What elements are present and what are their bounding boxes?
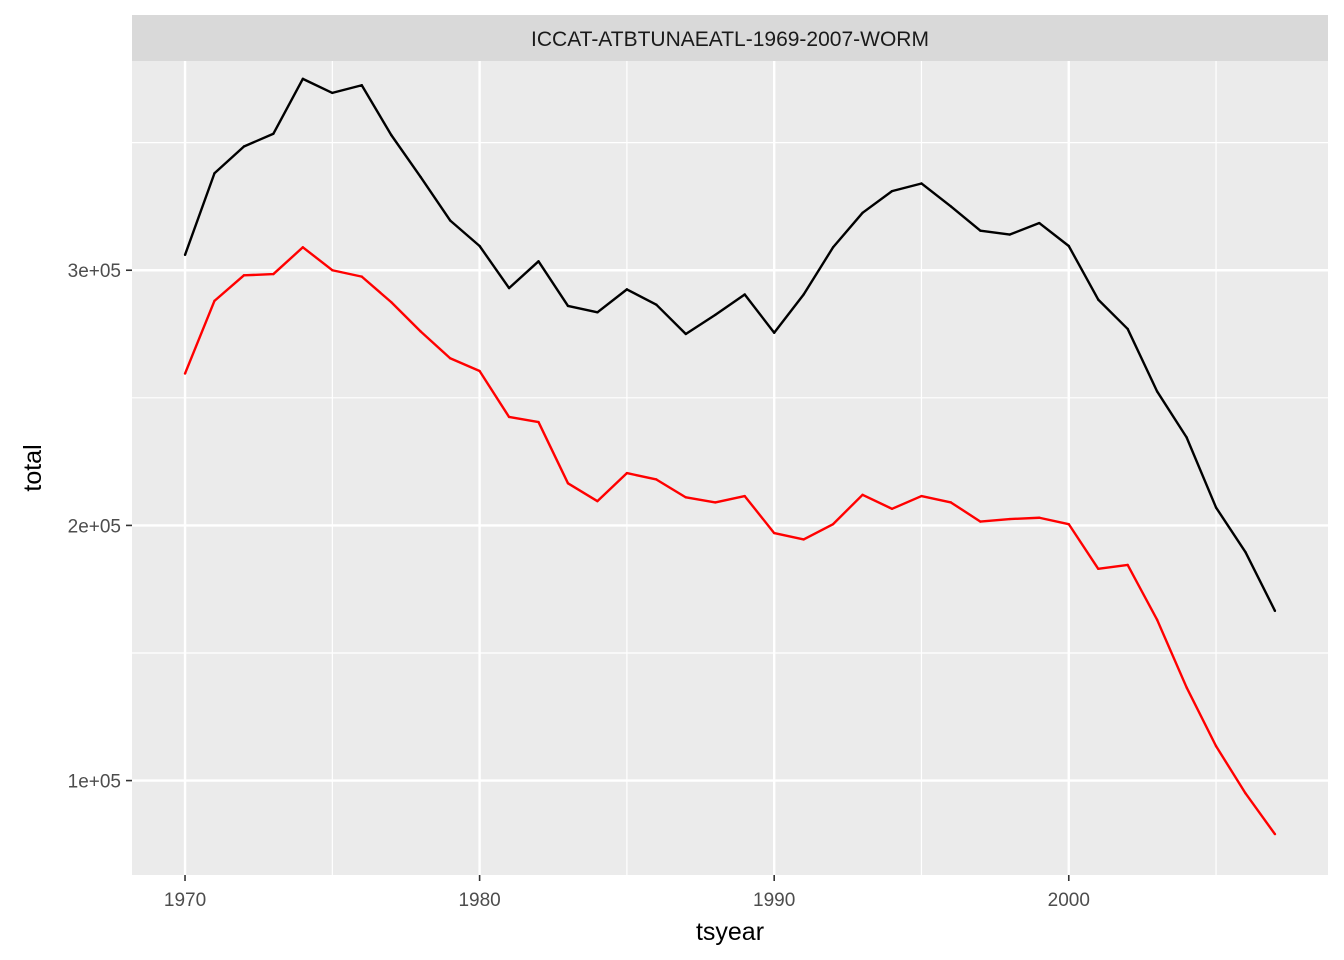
series-2-point: [448, 357, 452, 360]
series-1-point: [772, 331, 776, 334]
series-1-point: [596, 311, 599, 314]
y-tick-label: 2e+05: [68, 516, 121, 537]
facet-strip: [132, 15, 1328, 61]
series-1-point: [890, 189, 894, 193]
series-1-point: [802, 293, 805, 296]
x-tick-label: 2000: [1048, 890, 1090, 911]
series-2-point: [1067, 522, 1070, 526]
x-tick-label: 1970: [164, 890, 206, 911]
series-2-point: [1185, 686, 1188, 689]
series-2-point: [1126, 563, 1129, 567]
series-2-point: [390, 300, 393, 304]
series-2-point: [625, 471, 629, 475]
series-2-point: [684, 496, 688, 499]
series-1-point: [861, 211, 864, 215]
y-tick-label: 3e+05: [68, 261, 121, 282]
minor-gridlines: [132, 61, 1328, 875]
series-2-point: [831, 522, 835, 526]
series-1-point: [1038, 221, 1041, 225]
series-1-point: [478, 244, 481, 248]
series-2-point: [537, 420, 540, 424]
series-2-point: [714, 501, 717, 504]
series-2-point: [596, 499, 599, 503]
series-1-point: [390, 133, 393, 137]
series-1-point: [1185, 436, 1188, 439]
x-tick-label: 1980: [458, 890, 500, 911]
series-1-point: [331, 91, 334, 95]
series-2-point: [507, 415, 511, 419]
series-1-point: [537, 260, 540, 263]
y-tick-label: 1e+05: [68, 772, 121, 793]
series-1-point: [831, 246, 835, 249]
series-1-point: [743, 293, 746, 296]
x-axis: 1970 1980 1990 2000: [164, 875, 1090, 911]
series-2-point: [1155, 618, 1159, 622]
series-2-point: [213, 299, 216, 303]
series-2-point: [920, 494, 923, 498]
series-2-point: [272, 272, 275, 276]
series-2-point: [566, 482, 570, 485]
series-2-point: [743, 494, 746, 498]
series-2-point: [861, 493, 864, 496]
series-2-point: [1038, 516, 1041, 519]
series-2-point: [890, 507, 894, 511]
series-1-point: [1244, 551, 1247, 554]
series-1-point: [949, 205, 953, 208]
series-2-point: [1214, 744, 1218, 748]
series-2-point: [331, 269, 334, 272]
series-line-2: [183, 246, 1276, 835]
series-1-point: [920, 182, 923, 185]
panel-background: [132, 61, 1328, 875]
series-1-point: [360, 84, 363, 87]
series-line-1: [183, 77, 1277, 612]
series-2-point: [772, 531, 776, 535]
series-1-point: [1155, 390, 1159, 393]
facet-strip-title: ICCAT-ATBTUNAEATL-1969-2007-WORM: [531, 28, 929, 51]
series-2-point: [1097, 567, 1100, 570]
series-1-point: [1126, 327, 1129, 331]
series-1-point: [272, 132, 275, 135]
series-2-point: [478, 369, 481, 373]
series-1-point: [183, 253, 187, 257]
series-2-point: [360, 275, 363, 278]
series-2-point: [1008, 517, 1012, 521]
x-tick-label: 1990: [753, 890, 795, 911]
y-axis-title: total: [19, 444, 47, 491]
series-1-point: [1008, 233, 1012, 236]
series-1-point: [507, 286, 511, 290]
series-2-point: [979, 520, 982, 523]
series-lines: [183, 77, 1277, 836]
series-1-point: [242, 145, 246, 148]
series-1-point: [979, 229, 982, 232]
series-1-point: [419, 175, 422, 179]
series-2-point: [655, 478, 658, 481]
x-axis-title: tsyear: [696, 918, 764, 946]
series-2-point: [301, 246, 305, 249]
series-1-point: [448, 219, 452, 222]
series-1-point: [1067, 244, 1070, 248]
series-1-point: [684, 332, 688, 336]
series-1-point: [301, 77, 305, 81]
series-1-point: [714, 313, 717, 317]
series-1-point: [1273, 609, 1277, 613]
series-1-point: [625, 288, 629, 291]
series-2-point: [949, 501, 953, 504]
y-axis: 1e+05 2e+05 3e+05: [68, 261, 132, 793]
series-1-point: [213, 172, 216, 175]
series-2-point: [802, 538, 805, 541]
series-1-point: [1097, 298, 1100, 301]
series-2-point: [242, 274, 246, 277]
series-2-point: [1273, 832, 1277, 836]
series-2-point: [419, 330, 422, 333]
series-2-point: [183, 372, 187, 375]
series-1-point: [655, 303, 658, 306]
series-1-point: [1214, 506, 1218, 509]
series-2-point: [1244, 792, 1247, 795]
series-1-point: [566, 304, 570, 308]
